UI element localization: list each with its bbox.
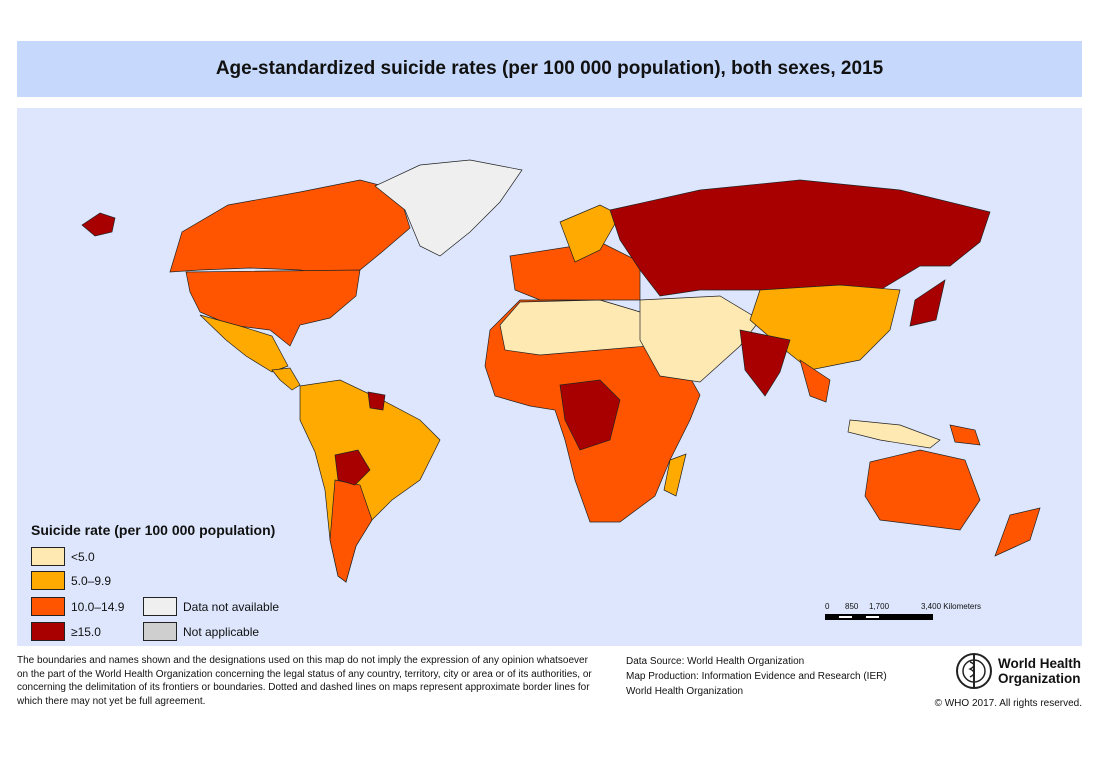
region-japan bbox=[909, 279, 946, 327]
legend-item-no-data: Data not available bbox=[143, 597, 279, 616]
data-source: Data Source: World Health Organization bbox=[626, 656, 805, 667]
who-logo: World Health Organization bbox=[955, 652, 1081, 690]
legend-item-lt5: <5.0 bbox=[31, 547, 95, 566]
region-canada bbox=[169, 179, 411, 277]
region-indonesia bbox=[847, 419, 941, 449]
legend-swatch bbox=[31, 597, 65, 616]
who-emblem-icon bbox=[956, 653, 992, 689]
scale-tick: 0 bbox=[825, 602, 830, 611]
disclaimer: The boundaries and names shown and the d… bbox=[17, 655, 592, 707]
scale-tick: 850 bbox=[845, 602, 859, 611]
region-bolivia bbox=[334, 449, 371, 486]
legend-label: Not applicable bbox=[183, 624, 260, 639]
legend-label: 5.0–9.9 bbox=[71, 573, 112, 588]
scale-tick: 3,400 Kilometers bbox=[921, 602, 982, 611]
region-middle-east bbox=[639, 295, 761, 383]
map-panel: Suicide rate (per 100 000 population) <5… bbox=[17, 108, 1082, 646]
region-guyana bbox=[367, 391, 386, 411]
region-alaska bbox=[81, 212, 116, 237]
region-greenland bbox=[374, 159, 523, 257]
credits-org: World Health Organization bbox=[626, 686, 744, 697]
logo-line1: World Health bbox=[998, 656, 1082, 671]
region-central-africa bbox=[559, 379, 621, 451]
map-production: Map Production: Information Evidence and… bbox=[626, 671, 887, 682]
legend-item-10-14: 10.0–14.9 bbox=[31, 597, 124, 616]
scale-bar-graphic bbox=[825, 614, 933, 620]
region-new-zealand bbox=[994, 507, 1041, 557]
legend-swatch bbox=[143, 597, 177, 616]
region-north-africa bbox=[499, 299, 661, 356]
region-southeast-asia bbox=[799, 359, 831, 403]
region-scandinavia bbox=[559, 204, 621, 263]
legend: Suicide rate (per 100 000 population) bbox=[31, 522, 275, 544]
legend-swatch bbox=[31, 622, 65, 641]
region-europe bbox=[509, 241, 641, 301]
legend-label: Data not available bbox=[183, 599, 280, 614]
map-title: Age-standardized suicide rates (per 100 … bbox=[215, 58, 884, 79]
legend-item-ge15: ≥15.0 bbox=[31, 622, 101, 641]
legend-label: 10.0–14.9 bbox=[71, 599, 125, 614]
legend-title: Suicide rate (per 100 000 population) bbox=[31, 522, 276, 538]
scale-tick: 1,700 bbox=[869, 602, 890, 611]
copyright: © WHO 2017. All rights reserved. bbox=[934, 698, 1082, 709]
region-russia bbox=[609, 179, 991, 301]
legend-item-not-applicable: Not applicable bbox=[143, 622, 259, 641]
logo-line2: Organization bbox=[998, 671, 1081, 686]
legend-item-5-9: 5.0–9.9 bbox=[31, 571, 111, 590]
legend-swatch bbox=[31, 571, 65, 590]
region-south-america bbox=[299, 379, 441, 583]
region-india bbox=[739, 329, 791, 397]
region-central-america bbox=[271, 367, 301, 391]
legend-swatch bbox=[143, 622, 177, 641]
credits: Data Source: World Health Organization M… bbox=[626, 654, 887, 699]
region-australia bbox=[864, 449, 981, 531]
region-usa bbox=[185, 269, 361, 347]
legend-swatch bbox=[31, 547, 65, 566]
legend-label: <5.0 bbox=[71, 549, 95, 564]
legend-label: ≥15.0 bbox=[71, 624, 101, 639]
world-map bbox=[81, 159, 1041, 583]
region-argentina bbox=[329, 479, 373, 583]
title-banner: Age-standardized suicide rates (per 100 … bbox=[17, 41, 1082, 97]
region-png bbox=[949, 424, 981, 446]
region-madagascar bbox=[663, 453, 687, 497]
